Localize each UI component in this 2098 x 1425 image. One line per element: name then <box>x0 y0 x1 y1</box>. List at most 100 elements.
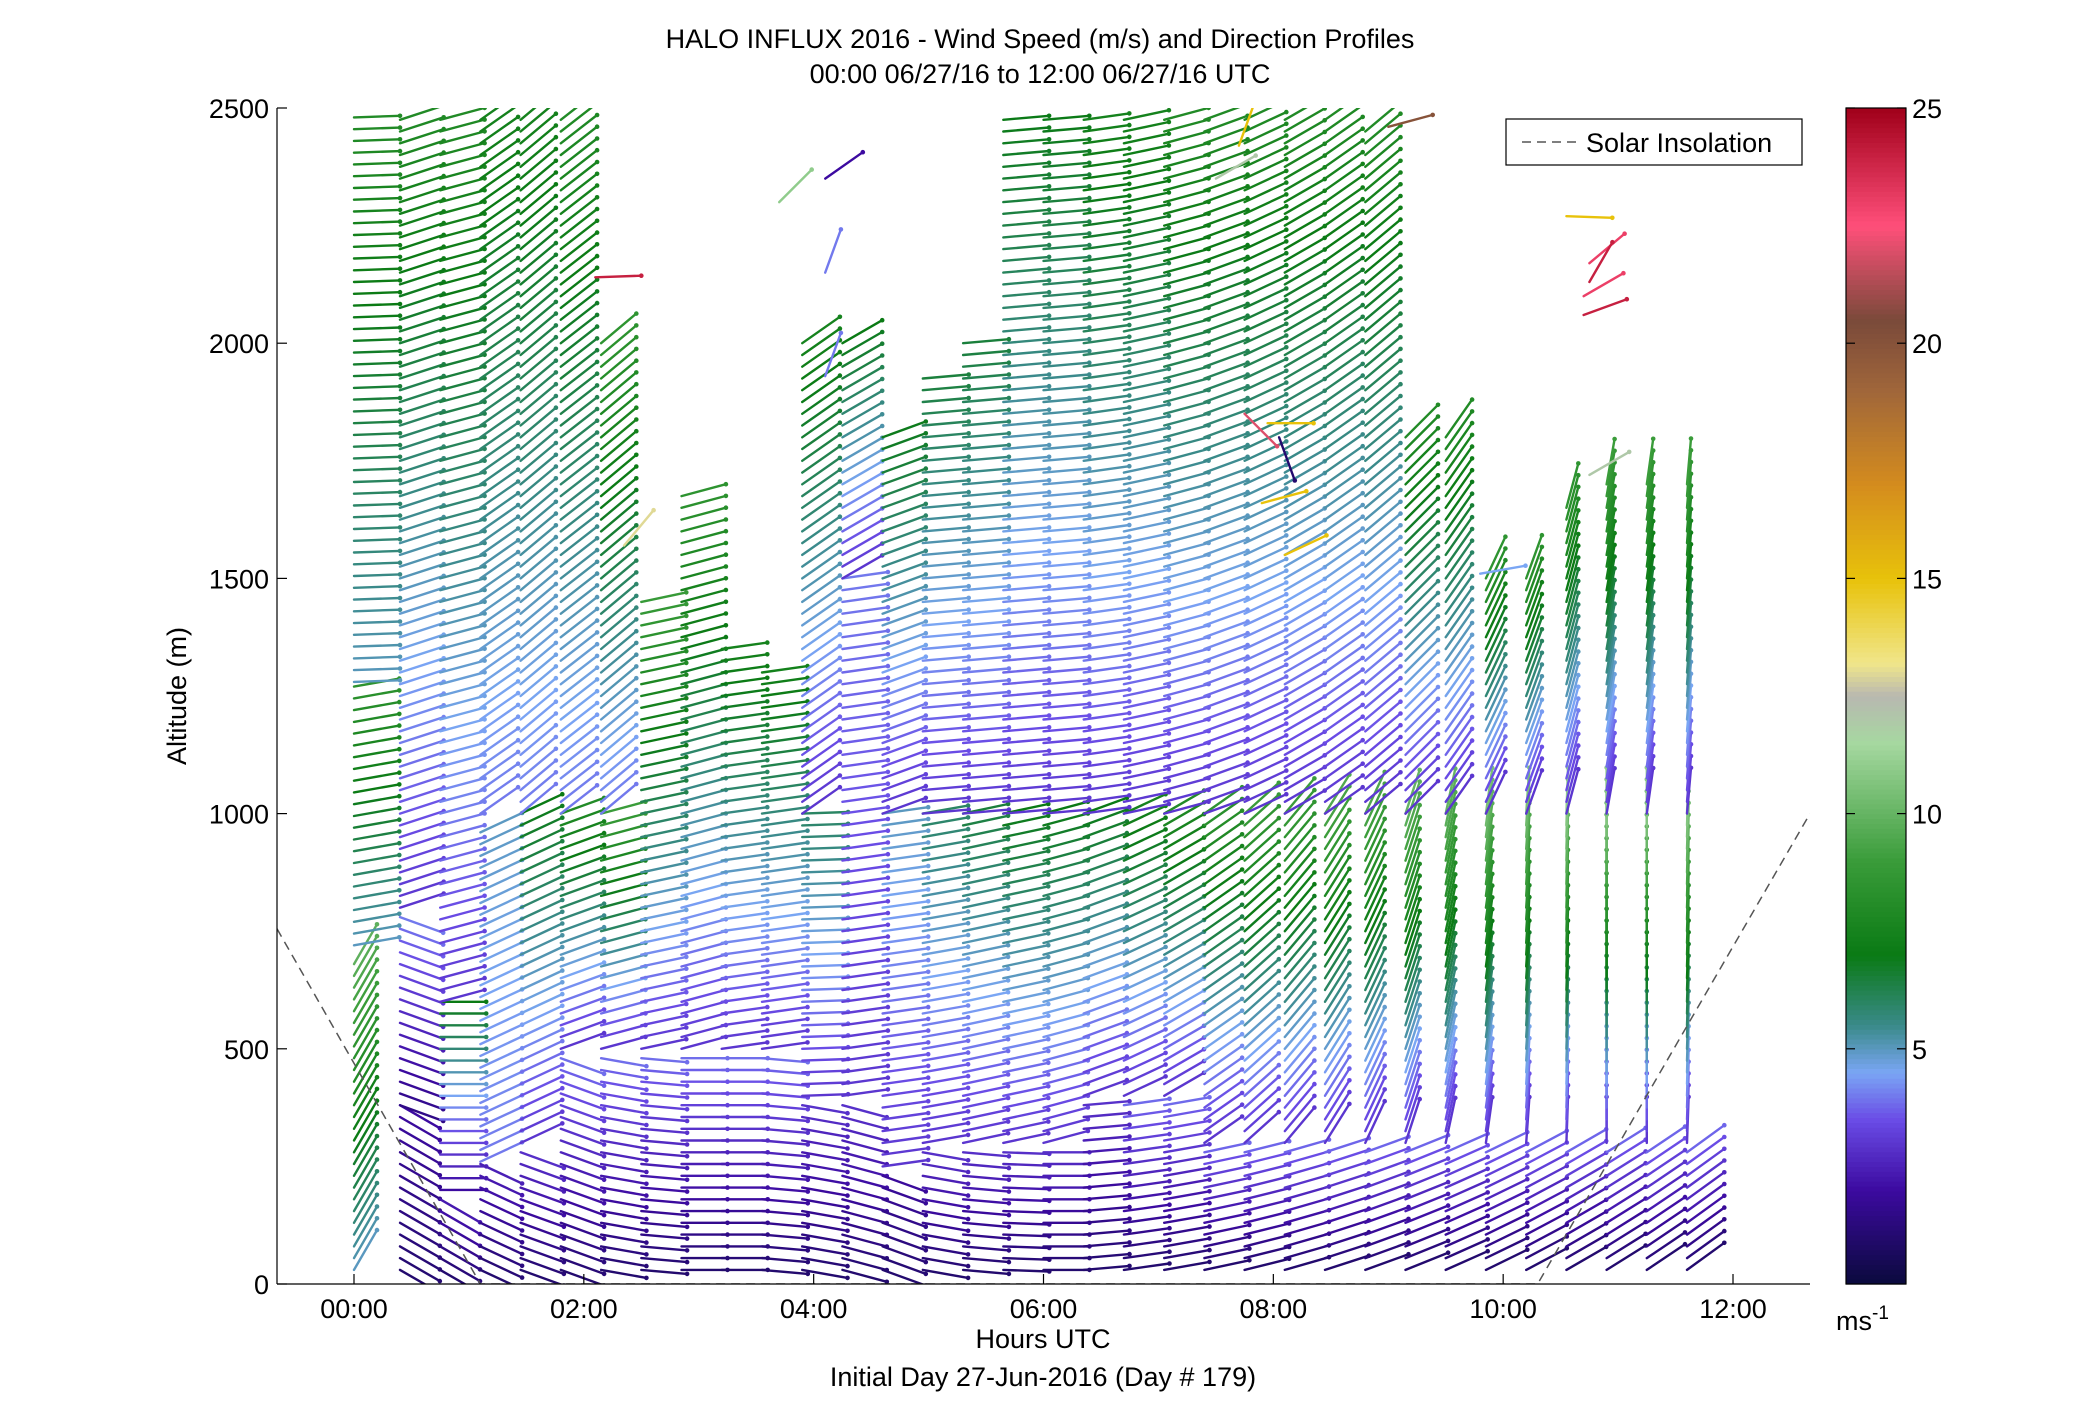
wind-arrow-head <box>765 675 770 681</box>
wind-arrow <box>559 559 600 592</box>
wind-arrow <box>352 805 402 818</box>
wind-arrow-head <box>634 523 639 528</box>
wind-arrow-head <box>684 1259 690 1265</box>
wind-arrow-shaft <box>352 526 402 531</box>
wind-arrow-head <box>1006 419 1012 424</box>
wind-arrow-shaft <box>559 666 599 698</box>
wind-arrow-head <box>397 888 402 893</box>
wind-arrow-shaft <box>352 326 402 331</box>
wind-arrow-head <box>374 1074 380 1080</box>
wind-arrow-head <box>1163 850 1168 856</box>
wind-arrow-shaft <box>352 1217 379 1260</box>
wind-arrow-shaft <box>352 1134 379 1178</box>
wind-arrow-head <box>1006 654 1012 659</box>
wind-arrow <box>559 324 600 357</box>
wind-arrow-head <box>601 1118 607 1124</box>
wind-arrow-shaft <box>519 816 564 839</box>
wind-arrow-shaft <box>519 618 558 651</box>
wind-arrow-shaft <box>519 394 558 427</box>
wind-arrow-shaft <box>352 655 402 660</box>
wind-arrow-head <box>594 371 600 377</box>
wind-arrow-head <box>684 660 689 666</box>
wind-arrow-head <box>601 877 607 883</box>
wind-arrow-head <box>837 455 843 461</box>
wind-arrow-head <box>515 161 521 167</box>
wind-arrow-head <box>966 513 971 518</box>
wind-arrow-shaft <box>479 268 520 298</box>
wind-arrow-shaft <box>519 724 558 756</box>
wind-arrow-head <box>560 791 565 797</box>
wind-arrow <box>479 490 521 521</box>
wind-arrow-head <box>923 1259 929 1265</box>
wind-arrow-shaft <box>559 748 599 780</box>
wind-arrow <box>559 1127 607 1147</box>
wind-arrow-head <box>1006 548 1012 554</box>
wind-arrow-head <box>1166 625 1172 630</box>
wind-arrow-head <box>966 442 971 448</box>
wind-arrow-shaft <box>398 751 445 768</box>
wind-arrow-head <box>1046 748 1052 754</box>
wind-arrow-head <box>885 710 891 716</box>
wind-arrow-head <box>515 385 521 390</box>
wind-arrow-head <box>965 1181 971 1187</box>
wind-arrow-head <box>965 873 971 879</box>
wind-arrow-head <box>1087 489 1092 495</box>
wind-arrow-head <box>1046 595 1052 601</box>
wind-arrow-head <box>1163 1062 1168 1067</box>
wind-arrow-head <box>966 760 971 765</box>
wind-arrow-head <box>965 932 971 938</box>
wind-arrow <box>439 952 487 968</box>
wind-arrow-head <box>1127 240 1132 245</box>
wind-arrow-head <box>684 978 689 983</box>
wind-arrow <box>479 349 521 380</box>
wind-arrow-head <box>594 641 600 647</box>
wind-arrow-shaft <box>398 833 445 851</box>
wind-arrow-shaft <box>439 635 486 651</box>
wind-arrow <box>519 511 559 545</box>
wind-arrow-head <box>634 393 639 399</box>
wind-arrow-head <box>644 1263 649 1269</box>
wind-arrow-shaft <box>398 892 445 909</box>
wind-arrow-head <box>1166 660 1172 666</box>
wind-arrow-shaft <box>352 220 402 225</box>
wind-arrow-head <box>594 218 600 224</box>
wind-arrow <box>479 773 521 803</box>
wind-arrow <box>519 1003 565 1027</box>
wind-arrow-head <box>594 594 600 600</box>
wind-arrow-head <box>634 558 639 563</box>
wind-arrow-shaft <box>519 957 564 980</box>
wind-arrow-head <box>515 773 521 778</box>
wind-arrow-head <box>515 643 521 649</box>
wind-arrow <box>352 219 403 225</box>
wind-arrow-head <box>1087 713 1092 718</box>
wind-arrow-shaft <box>352 1158 379 1201</box>
wind-arrow-head <box>519 1228 525 1233</box>
wind-arrow-shaft <box>559 396 599 427</box>
wind-arrow-shaft <box>439 118 486 133</box>
wind-arrow-head <box>885 875 891 881</box>
wind-arrow-head <box>1167 1167 1172 1172</box>
wind-arrow-head <box>925 1040 931 1045</box>
wind-arrow <box>519 617 559 651</box>
wind-arrow-head <box>374 980 380 986</box>
wind-arrow <box>352 407 403 413</box>
wind-arrow-head <box>644 1193 649 1198</box>
wind-arrow-head <box>601 1071 607 1077</box>
wind-arrow-shaft <box>352 946 379 989</box>
wind-arrow-head <box>765 757 770 763</box>
wind-arrow-head <box>966 407 971 413</box>
wind-arrow-head <box>594 477 600 482</box>
wind-arrow-shaft <box>559 313 599 345</box>
wind-arrow-head <box>923 595 929 601</box>
wind-arrow-head <box>723 540 729 546</box>
wind-arrow-shaft <box>479 468 520 498</box>
wind-arrow <box>352 711 402 724</box>
wind-arrow <box>352 1145 380 1189</box>
wind-arrow-head <box>594 183 600 188</box>
wind-arrow <box>352 969 380 1013</box>
wind-arrow-head <box>684 754 689 760</box>
wind-arrow-head <box>684 1212 690 1218</box>
wind-arrow-head <box>594 300 600 306</box>
wind-arrow-head <box>1046 919 1051 924</box>
wind-arrow-head <box>1006 689 1012 695</box>
